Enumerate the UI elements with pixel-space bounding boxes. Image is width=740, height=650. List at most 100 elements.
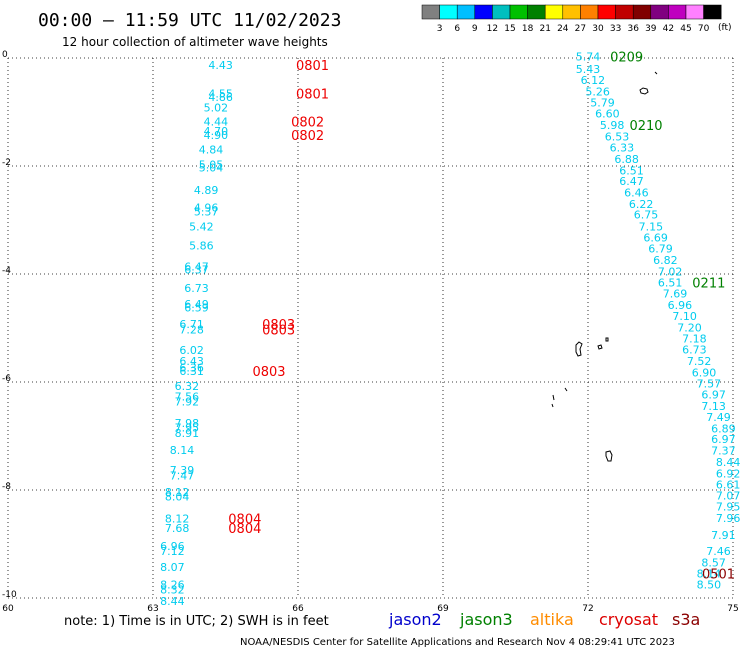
wave-height-value: 6.22	[629, 198, 654, 211]
wave-height-value: 7.96	[716, 512, 740, 525]
wave-height-value: 4.96	[194, 202, 219, 215]
scale-tick-label: 36	[627, 24, 639, 34]
wave-height-value: 4.90	[204, 129, 229, 142]
scale-swatch	[580, 4, 599, 20]
wave-height-value: 6.37	[184, 264, 209, 277]
wave-height-value: 8.07	[160, 561, 185, 574]
wave-height-value: 7.20	[677, 321, 702, 334]
scale-swatch	[632, 4, 652, 20]
wave-height-value: 7.91	[711, 529, 736, 542]
time-label: 0803	[262, 318, 295, 333]
wave-height-value: 8.12	[165, 513, 190, 526]
time-label: 0803	[252, 365, 285, 380]
wave-height-value: 7.47	[170, 469, 195, 482]
grid-lines	[7, 57, 734, 599]
time-label: 0210	[629, 119, 662, 134]
wave-height-value: 8.26	[160, 579, 185, 592]
wave-height-value: 8.14	[697, 568, 722, 581]
wave-height-value: 6.43	[179, 355, 204, 368]
time-label: 0801	[296, 59, 329, 74]
island-4	[597, 344, 603, 350]
wave-height-value: 5.04	[199, 162, 224, 175]
scale-swatch	[439, 4, 458, 20]
title-block: 00:00 – 11:59 UTC 11/02/2023 12 hour col…	[38, 10, 341, 49]
wave-height-value: 6.73	[184, 282, 209, 295]
wave-height-value: 6.97	[701, 388, 726, 401]
wave-height-value: 4.43	[208, 59, 233, 72]
wave-height-value: 6.02	[179, 344, 204, 357]
scale-tick-label: 39	[645, 24, 657, 34]
wave-height-value: 6.96	[668, 299, 693, 312]
wave-height-value: 6.88	[614, 153, 639, 166]
wave-height-value: 7.95	[175, 421, 200, 434]
y-tick-label: -4	[2, 266, 11, 276]
wave-height-value: 5.37	[194, 205, 219, 218]
wave-height-value: 7.68	[165, 522, 190, 535]
wave-height-value: 5.98	[600, 119, 625, 132]
scale-swatch	[650, 4, 669, 20]
scale-tick-label: 42	[663, 24, 674, 34]
footer-credit: NOAA/NESDIS Center for Satellite Applica…	[240, 637, 675, 648]
wave-height-value: 4.86	[208, 91, 233, 104]
time-label: 0802	[291, 116, 324, 131]
wave-height-value: 6.31	[179, 365, 204, 378]
wave-height-value: 5.05	[199, 158, 224, 171]
wave-height-points: 4.43 4.554.865.024.444.704.904.84 5.055.04…	[160, 50, 740, 608]
wave-height-value: 6.59	[184, 301, 209, 314]
wave-height-value: 6.90	[692, 366, 717, 379]
time-label: 0211	[692, 277, 725, 292]
wave-height-value: 6.69	[643, 231, 668, 244]
wave-height-value: 7.46	[706, 545, 731, 558]
scale-swatch	[562, 4, 581, 20]
wave-height-value: 7.69	[663, 287, 688, 300]
island-6	[605, 450, 613, 462]
y-tick-label: -8	[2, 482, 11, 492]
chart-title: 00:00 – 11:59 UTC 11/02/2023	[38, 10, 341, 31]
wave-height-value: 6.71	[179, 318, 204, 331]
island-3	[575, 341, 583, 357]
scale-tick-label: 24	[557, 24, 569, 34]
scale-tick-label: 6	[454, 24, 460, 34]
x-tick-label: 75	[727, 604, 738, 614]
wave-height-value: 7.39	[170, 464, 195, 477]
wave-height-value: 7.10	[672, 310, 697, 323]
wave-height-value: 4.44	[204, 116, 229, 129]
wave-height-value: 7.02	[658, 265, 683, 278]
time-label: 0804	[228, 513, 261, 528]
island-5	[605, 337, 609, 342]
scale-swatch	[456, 4, 476, 20]
wave-height-value: 6.96	[160, 540, 185, 553]
wave-height-value: 5.79	[590, 96, 615, 109]
scale-tick-label: 9	[472, 24, 478, 34]
color-scale-legend: 3 6 9 12 15 18 21 24 27 30 33 36 39 42 45 70	[421, 4, 722, 34]
scale-tick-label: 30	[592, 24, 604, 34]
wave-height-value: 5.42	[189, 220, 214, 233]
wave-height-value: 6.51	[658, 277, 683, 290]
scale-tick-label: 33	[610, 24, 621, 34]
scale-tick-label: 70	[698, 24, 710, 34]
time-label: 0803	[262, 324, 295, 339]
wave-height-value: 6.12	[581, 74, 606, 87]
wave-height-value: 7.12	[160, 545, 185, 558]
scale-swatch	[668, 4, 687, 20]
wave-height-value: 4.84	[199, 143, 224, 156]
wave-height-value: 7.18	[682, 332, 707, 345]
y-tick-label: 0	[2, 50, 8, 60]
coastline-features	[551, 71, 658, 462]
wave-height-value: 8.44	[160, 595, 185, 608]
footer: note: 1) Time is in UTC; 2) SWH is in fe…	[64, 610, 700, 648]
wave-height-value: 6.92	[716, 467, 740, 480]
time-label: 0802	[291, 129, 324, 144]
scale-swatch	[492, 4, 511, 20]
time-label: 0804	[228, 522, 261, 537]
wave-height-value: 6.47	[619, 175, 644, 188]
wave-height-value: 6.49	[184, 298, 209, 311]
scale-unit-label: (ft)	[718, 23, 732, 33]
wave-height-value: 4.55	[208, 88, 233, 101]
wave-height-value: 6.79	[648, 243, 673, 256]
wave-height-value: 7.15	[639, 220, 664, 233]
scale-swatch	[597, 4, 616, 20]
axis-tick-labels: 60 63 66 69 72 75 0 -2 -4 -6 -8 -10	[2, 50, 739, 614]
wave-height-value: 8.12	[165, 486, 190, 499]
wave-height-value: 8.04	[165, 490, 190, 503]
